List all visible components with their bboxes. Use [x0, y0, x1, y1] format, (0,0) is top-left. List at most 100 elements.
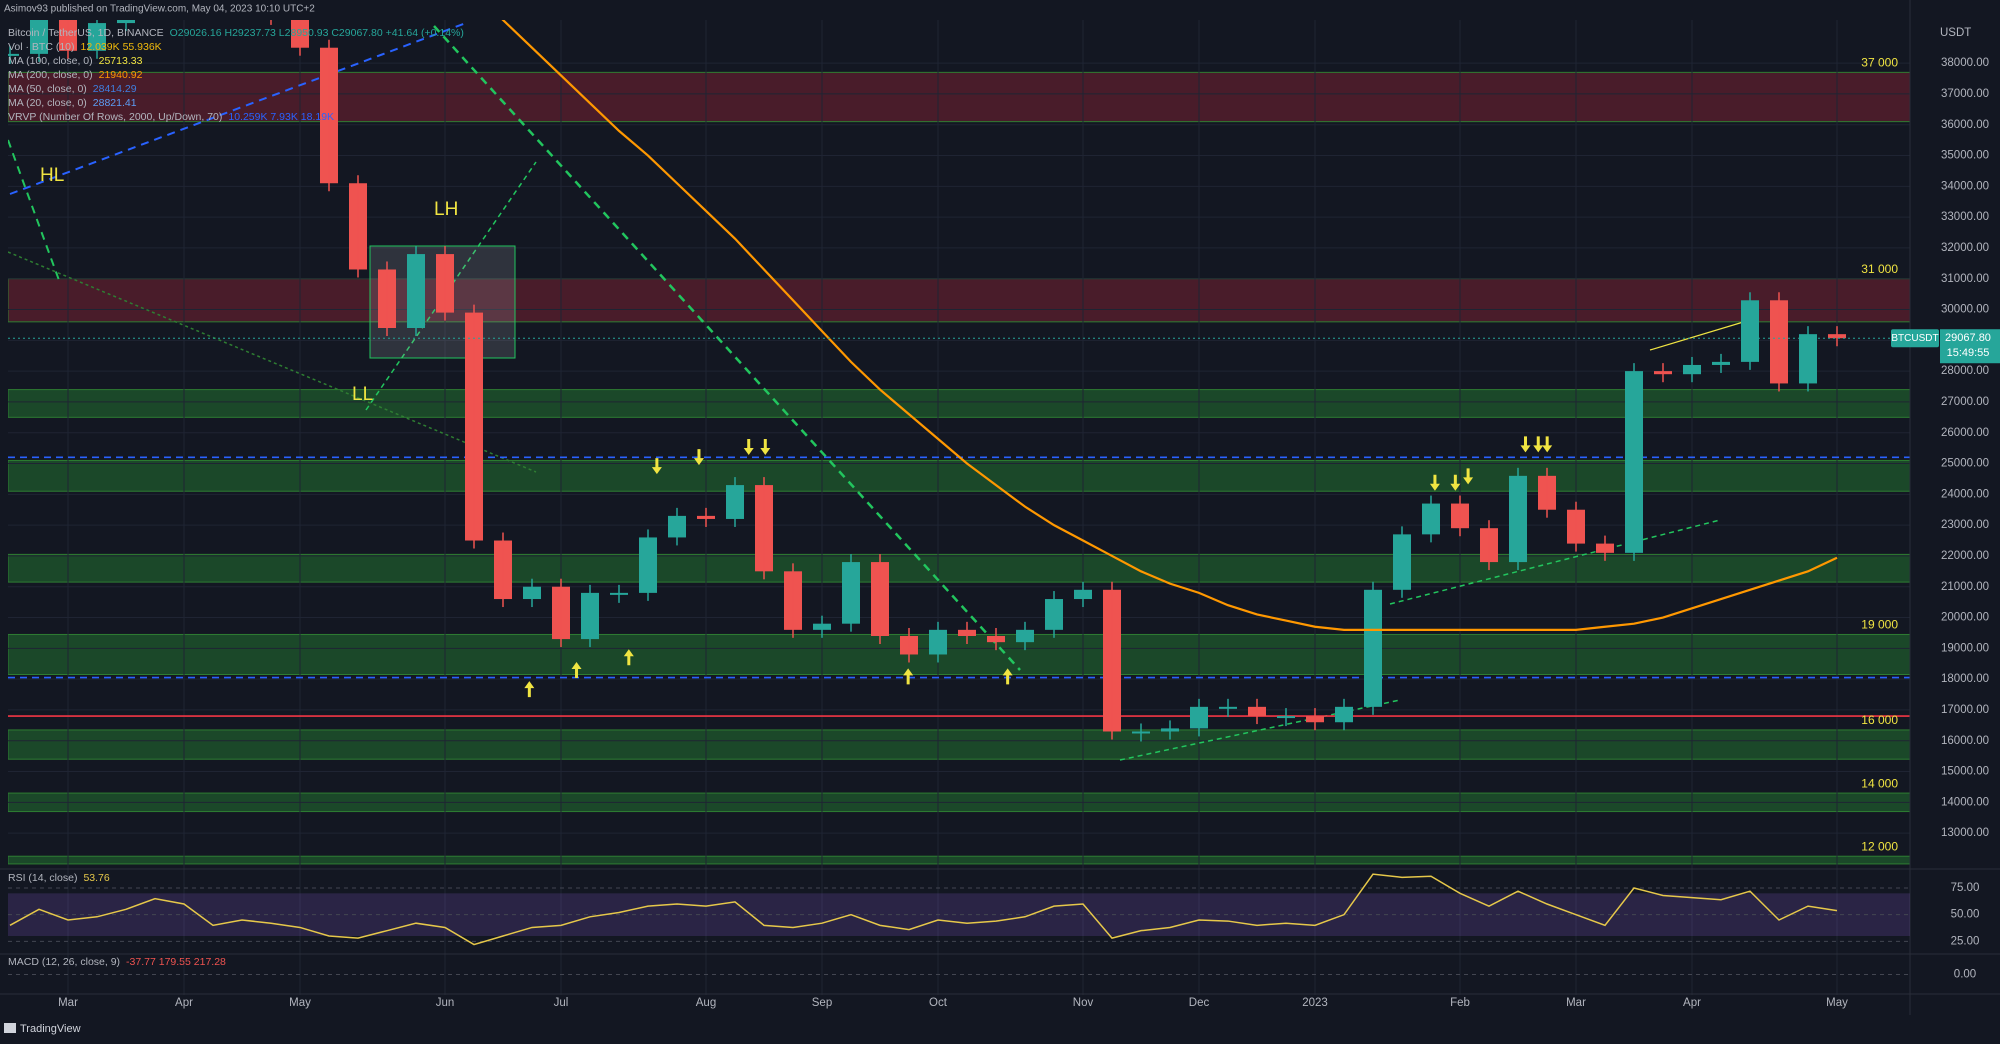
- trendline: [1119, 699, 1401, 761]
- rsi-title-part: 53.76: [83, 872, 109, 884]
- legend-name: VRVP (Number Of Rows, 2000, Up/Down, 70): [8, 111, 222, 123]
- rsi-tick-label: 75.00: [1951, 882, 1980, 894]
- y-tick-label: 38000.00: [1941, 57, 1989, 69]
- zone-label: 31 000: [1861, 262, 1898, 276]
- x-tick-label: Sep: [812, 997, 832, 1009]
- zone: [8, 459, 1910, 492]
- x-tick-label: May: [289, 997, 311, 1009]
- y-tick-label: 15000.00: [1941, 766, 1989, 778]
- arrow: [903, 668, 914, 685]
- x-tick-label: Feb: [1450, 997, 1470, 1009]
- zone: [8, 553, 1910, 583]
- x-tick-label: May: [1826, 997, 1848, 1009]
- arrow: [1002, 668, 1013, 685]
- symbol-tag: [1891, 329, 1939, 348]
- x-tick-label: Nov: [1073, 997, 1094, 1009]
- arrow: [524, 681, 535, 698]
- y-tick-label: 25000.00: [1941, 458, 1989, 470]
- trendline: [433, 25, 1021, 671]
- x-tick-label: Dec: [1189, 997, 1210, 1009]
- x-tick-label: Jun: [436, 997, 455, 1009]
- rsi-title: RSI (14, close) 53.76: [8, 872, 110, 884]
- zone-label: 19 000: [1861, 618, 1898, 632]
- trendline: [8, 139, 61, 284]
- rsi-tick-label: 25.00: [1951, 935, 1980, 947]
- legend-value: 21940.92: [99, 69, 143, 81]
- rsi-title-part: RSI (14, close): [8, 872, 77, 884]
- rsi-line-group: [9, 873, 1838, 946]
- x-tick-label: 2023: [1302, 997, 1328, 1009]
- ma-line: [501, 20, 1838, 631]
- x-tick-label: Mar: [58, 997, 78, 1009]
- y-tick-label: 26000.00: [1941, 427, 1989, 439]
- legend-entry: MA (200, close, 0) 21940.92: [8, 69, 143, 81]
- y-tick-label: 37000.00: [1941, 88, 1989, 100]
- arrow: [1450, 474, 1461, 491]
- y-tick-label: 31000.00: [1941, 273, 1989, 285]
- x-tick-label: Jul: [554, 997, 569, 1009]
- y-tick-label: 33000.00: [1941, 211, 1989, 223]
- zone: [8, 633, 1910, 676]
- rsi-tick-label: 50.00: [1951, 909, 1980, 921]
- axis-unit: USDT: [1940, 27, 1971, 39]
- x-tick-label: Oct: [929, 997, 948, 1009]
- countdown-label: 15:49:55: [1947, 347, 1990, 359]
- y-tick-label: 27000.00: [1941, 396, 1989, 408]
- zone-label: 16 000: [1861, 713, 1898, 727]
- pattern-label: LH: [434, 199, 458, 220]
- x-tick-label: Apr: [175, 997, 193, 1009]
- macd-tick-label: 0.00: [1954, 969, 1976, 981]
- legend-entry: MA (50, close, 0) 28414.29: [8, 83, 137, 95]
- rsi-line: [9, 873, 1838, 946]
- logo: [4, 1023, 16, 1033]
- y-tick-label: 21000.00: [1941, 581, 1989, 593]
- arrow: [571, 662, 582, 679]
- legend-name: MA (200, close, 0): [8, 69, 93, 81]
- arrow: [760, 438, 771, 455]
- y-tick-label: 36000.00: [1941, 119, 1989, 131]
- y-tick-label: 16000.00: [1941, 735, 1989, 747]
- zone: [8, 729, 1910, 760]
- price-tag: [1940, 329, 2000, 364]
- arrow: [693, 449, 704, 466]
- arrow: [651, 458, 662, 475]
- trendline: [9, 22, 467, 195]
- header: Asimov93 published on TradingView.com, M…: [4, 4, 315, 15]
- price-tag-label: 29067.80: [1945, 332, 1991, 344]
- arrow: [1463, 468, 1474, 485]
- arrow: [1429, 474, 1440, 491]
- macd-title-part: -37.77 179.55 217.28: [126, 956, 226, 968]
- legend-entry: MA (20, close, 0) 28821.41: [8, 97, 137, 109]
- x-tick-label: Aug: [696, 997, 716, 1009]
- legend-name: Bitcoin / TetherUS, 1D, BINANCE: [8, 27, 164, 39]
- macd-title: MACD (12, 26, close, 9) -37.77 179.55 217…: [8, 956, 226, 968]
- y-tick-label: 17000.00: [1941, 704, 1989, 716]
- zone: [8, 389, 1910, 418]
- candle: [8, 53, 19, 56]
- y-tick-label: 30000.00: [1941, 304, 1989, 316]
- y-tick-label: 20000.00: [1941, 612, 1989, 624]
- legend-name: MA (100, close, 0): [8, 55, 93, 67]
- legend-value: 28414.29: [93, 83, 137, 95]
- pattern-label: LL: [352, 384, 373, 405]
- legend-value: O29026.16 H29237.73 L28950.93 C29067.80 …: [170, 27, 464, 39]
- zone-label: 37 000: [1861, 56, 1898, 70]
- arrow: [1520, 436, 1531, 453]
- price: [8, 20, 1910, 742]
- legend-value: 10.259K 7.93K 18.19K: [228, 111, 334, 123]
- footer: TradingView: [20, 1023, 81, 1035]
- y-tick-label: 35000.00: [1941, 150, 1989, 162]
- y-tick-label: 23000.00: [1941, 519, 1989, 531]
- arrows: [524, 436, 1553, 698]
- trendline: [1389, 519, 1721, 605]
- arrow: [1542, 436, 1553, 453]
- pattern-label: HL: [40, 165, 64, 186]
- y-tick-label: 24000.00: [1941, 488, 1989, 500]
- y-tick-label: 13000.00: [1941, 827, 1989, 839]
- x-tick-label: Mar: [1566, 997, 1586, 1009]
- y-tick-label: 28000.00: [1941, 365, 1989, 377]
- legend-value: 28821.41: [93, 97, 137, 109]
- zone: [8, 278, 1910, 323]
- legend-value: 25713.33: [99, 55, 143, 67]
